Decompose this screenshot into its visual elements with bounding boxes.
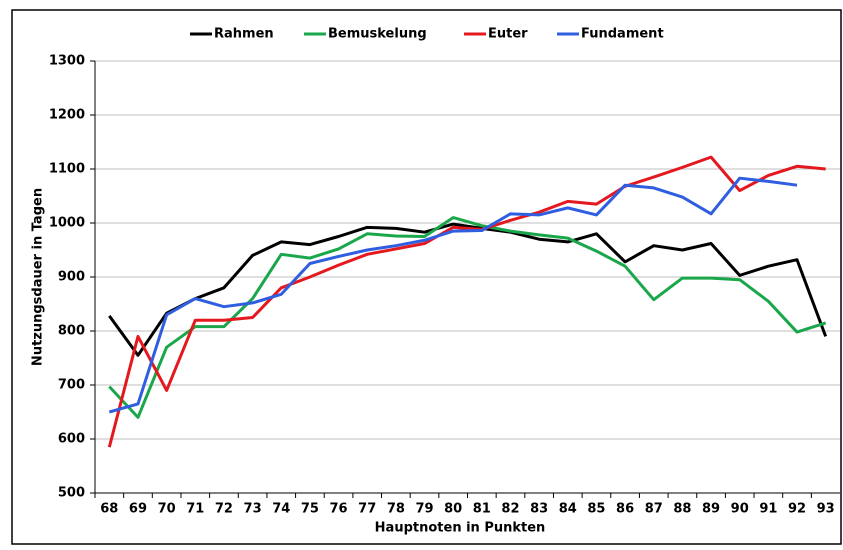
x-tick-label: 86 <box>616 502 634 517</box>
y-axis-label: Nutzungsdauer in Tagen <box>31 188 46 366</box>
y-tick-label: 800 <box>58 324 85 339</box>
legend-label: Fundament <box>581 27 664 42</box>
line-series <box>107 155 826 448</box>
x-tick-label: 77 <box>358 502 376 517</box>
line-series <box>108 222 828 357</box>
y-tick-label: 1300 <box>49 54 85 69</box>
x-tick-label: 83 <box>530 502 548 517</box>
x-tick-label: 91 <box>759 502 777 517</box>
y-tick-label: 1100 <box>49 162 85 177</box>
legend-label: Bemuskelung <box>328 27 427 42</box>
x-tick-label: 73 <box>244 502 262 517</box>
x-tick-label: 72 <box>215 502 233 517</box>
x-tick-label: 82 <box>501 502 519 517</box>
x-tick-label: 87 <box>645 502 663 517</box>
x-tick-label: 93 <box>817 502 835 517</box>
x-tick-label: 85 <box>587 502 605 517</box>
x-tick-label: 80 <box>444 502 462 517</box>
y-tick-label: 600 <box>58 432 85 447</box>
y-tick-label: 1000 <box>49 216 85 231</box>
x-tick-label: 79 <box>415 502 433 517</box>
line-series <box>108 176 798 414</box>
x-tick-label: 69 <box>129 502 147 517</box>
x-tick-label: 68 <box>100 502 118 517</box>
line-series <box>108 216 827 419</box>
y-tick-label: 700 <box>58 378 85 393</box>
legend-label: Rahmen <box>214 27 274 42</box>
x-axis-label: Hauptnoten in Punkten <box>375 521 546 536</box>
x-tick-label: 74 <box>272 502 290 517</box>
x-tick-label: 78 <box>387 502 405 517</box>
x-tick-label: 70 <box>158 502 176 517</box>
y-tick-label: 900 <box>58 270 85 285</box>
x-tick-label: 71 <box>186 502 204 517</box>
y-tick-label: 500 <box>58 486 85 501</box>
x-tick-label: 76 <box>330 502 348 517</box>
x-tick-label: 81 <box>473 502 491 517</box>
x-tick-label: 92 <box>788 502 806 517</box>
x-tick-label: 88 <box>673 502 691 517</box>
y-tick-label: 1200 <box>49 108 85 123</box>
x-tick-label: 84 <box>559 502 577 517</box>
x-tick-label: 89 <box>702 502 720 517</box>
x-tick-label: 90 <box>731 502 749 517</box>
x-tick-label: 75 <box>301 502 319 517</box>
legend-label: Euter <box>488 27 528 42</box>
